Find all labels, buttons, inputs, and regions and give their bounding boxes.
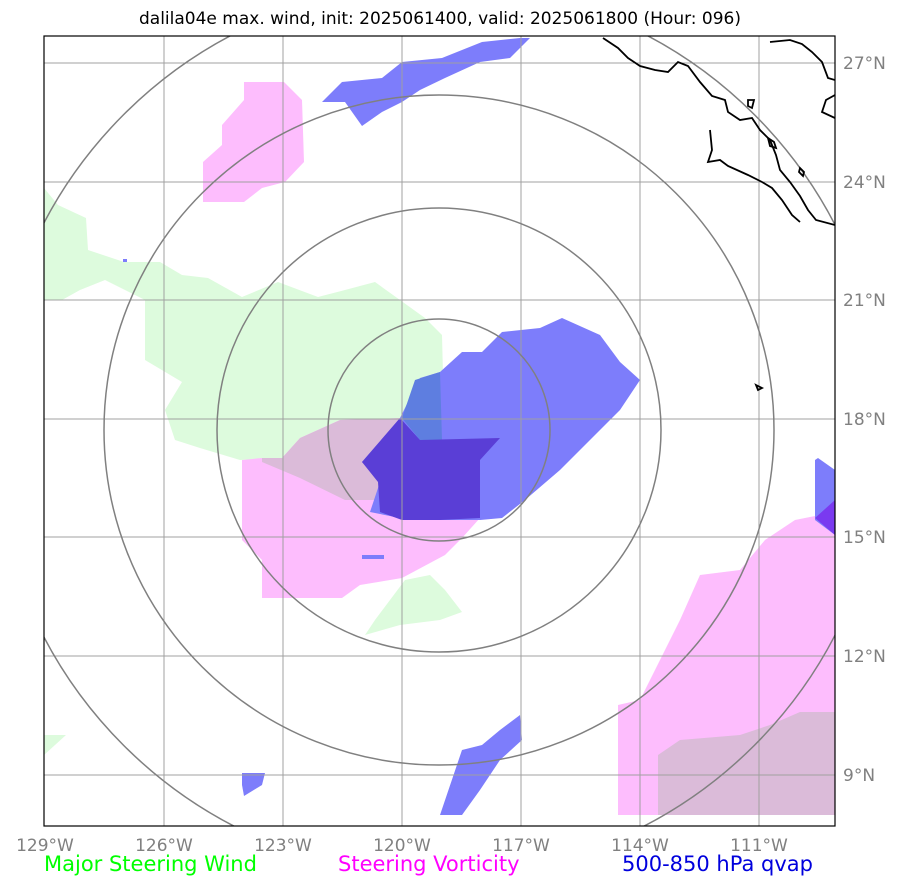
qvap-dot [123, 259, 127, 262]
lat-tick-label: 24°N [843, 173, 886, 193]
range-ring-2 [216, 207, 662, 653]
lat-tick-labels: 27°N 24°N 21°N 18°N 15°N 12°N 9°N [843, 54, 886, 786]
coastline-baja [706, 129, 801, 223]
coastline-northeast [769, 39, 835, 119]
lat-tick-label: 21°N [843, 291, 886, 311]
lon-tick-label: 126°W [135, 836, 193, 856]
steering-wind-south-patch [365, 575, 462, 635]
range-ring-1 [327, 318, 551, 542]
lon-tick-labels: 129°W 126°W 123°W 120°W 117°W 114°W 111°… [16, 836, 788, 856]
coastline [602, 37, 835, 392]
legend-qvap: 500-850 hPa qvap [622, 852, 813, 876]
vorticity-north-patch [203, 82, 304, 202]
lat-tick-label: 12°N [843, 647, 886, 667]
lat-tick-label: 18°N [843, 410, 886, 430]
range-rings [44, 36, 835, 826]
lon-tick-label: 123°W [254, 836, 312, 856]
steering-wind-edge-patch [44, 735, 66, 755]
map-title: dalila04e max. wind, init: 2025061400, v… [138, 9, 742, 29]
plot-frame [43, 35, 836, 827]
lat-tick-label: 15°N [843, 528, 886, 548]
coastline-gulf-island [747, 99, 805, 178]
qvap-overlap-wind [402, 372, 442, 440]
qvap-south-band [440, 715, 522, 815]
lon-tick-label: 129°W [16, 836, 74, 856]
qvap-dash [362, 555, 384, 559]
qvap-dense-core [362, 418, 500, 520]
small-island [754, 383, 765, 392]
qvap-north-band [322, 38, 530, 126]
lon-tick-label: 114°W [611, 836, 669, 856]
lat-tick-label: 27°N [843, 54, 886, 74]
coastline-mainland [602, 37, 835, 226]
qvap-purple-east [815, 500, 835, 535]
lat-tick-label: 9°N [843, 766, 875, 786]
lon-tick-label: 111°W [730, 836, 788, 856]
lon-tick-label: 120°W [373, 836, 431, 856]
range-ring-3 [103, 94, 775, 766]
legend-steering-vorticity: Steering Vorticity [338, 852, 520, 876]
grid-lines [44, 36, 835, 826]
legend-steering-wind: Major Steering Wind [44, 852, 257, 876]
lon-tick-label: 117°W [492, 836, 550, 856]
qvap-small-patch [242, 773, 265, 796]
